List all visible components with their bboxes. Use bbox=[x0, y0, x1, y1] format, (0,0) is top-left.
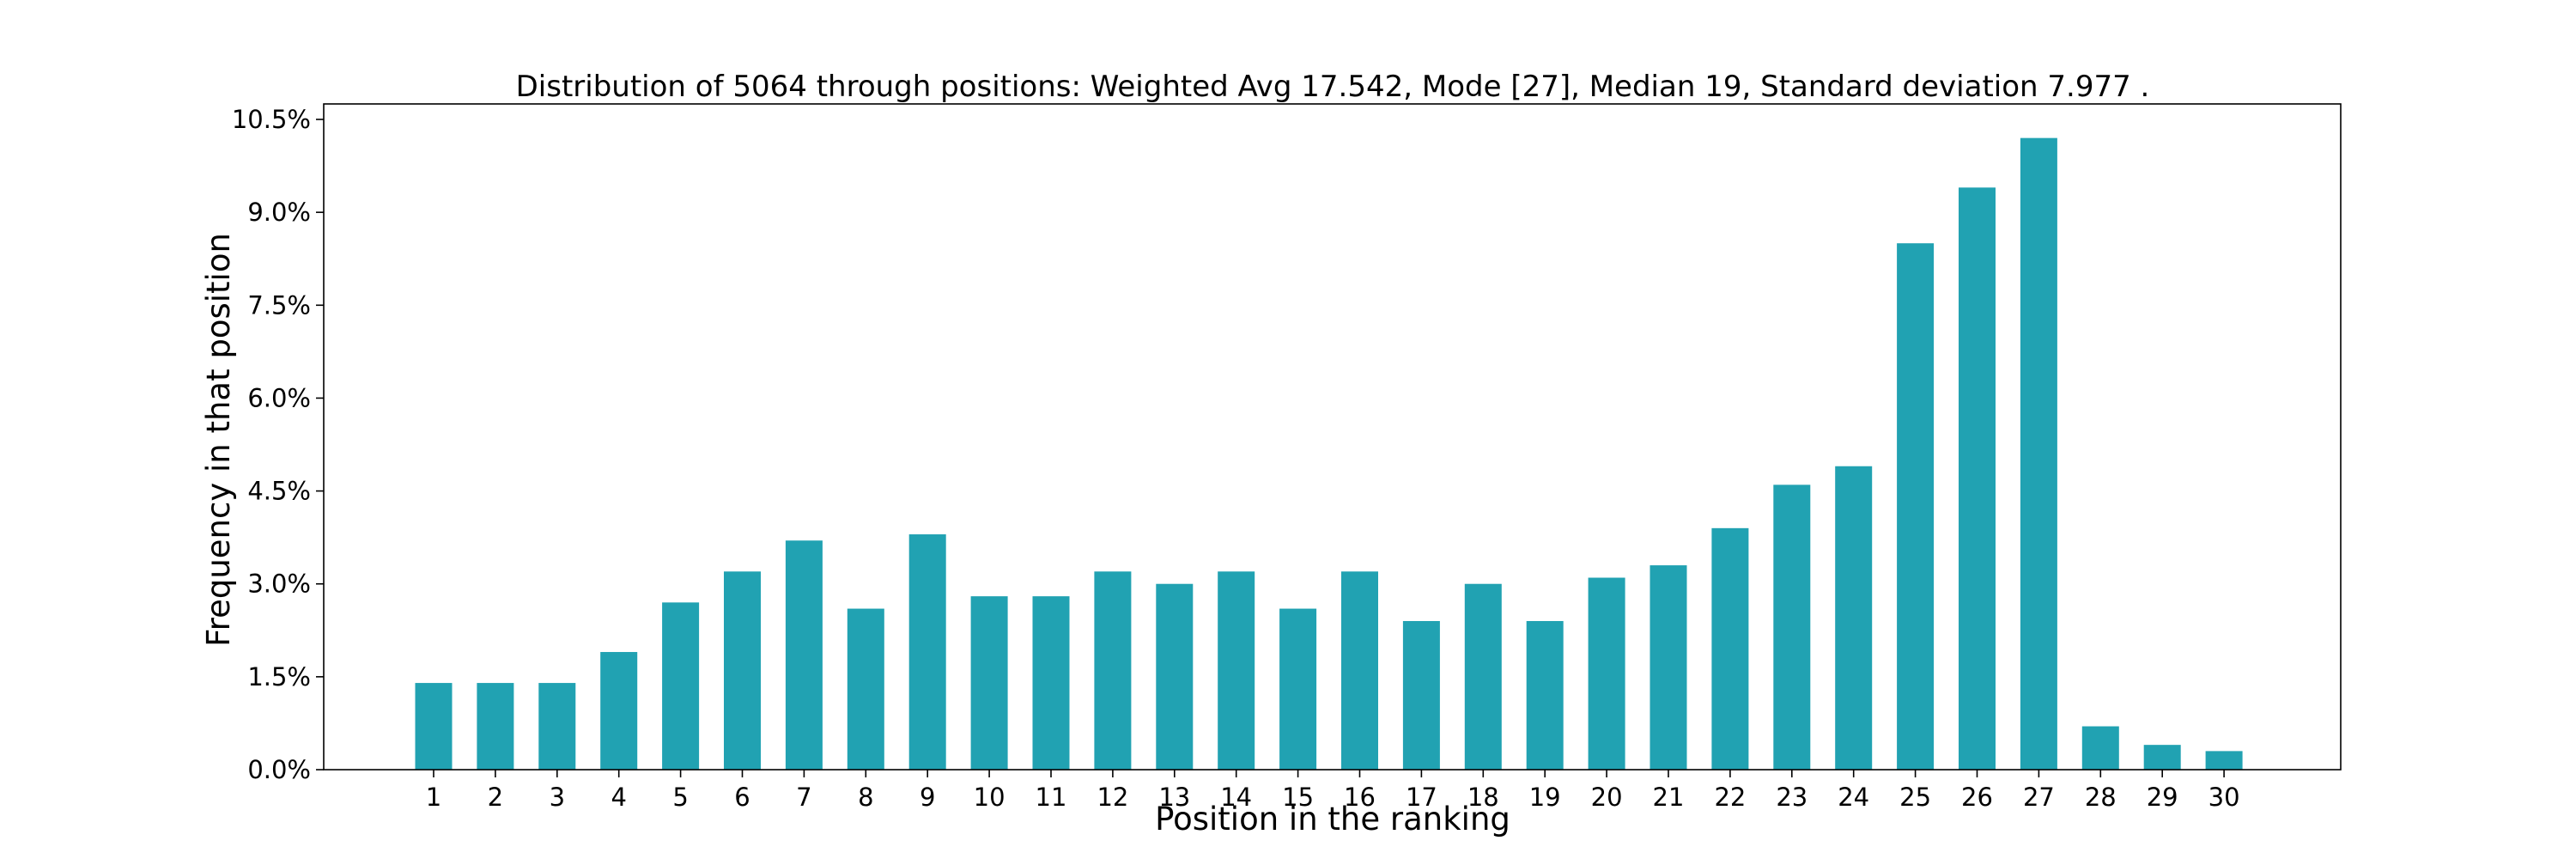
bar-20 bbox=[1588, 577, 1625, 770]
bar-29 bbox=[2143, 745, 2181, 770]
bar-8 bbox=[847, 608, 884, 770]
y-tick-label: 10.5% bbox=[232, 105, 311, 134]
y-tick-label: 1.5% bbox=[247, 662, 311, 691]
x-tick-label: 14 bbox=[1220, 783, 1252, 812]
bar-15 bbox=[1279, 608, 1317, 770]
x-tick-label: 27 bbox=[2023, 783, 2055, 812]
bar-21 bbox=[1649, 565, 1687, 770]
bar-2 bbox=[477, 683, 514, 770]
x-tick-label: 13 bbox=[1158, 783, 1190, 812]
y-axis-label: Frequency in that position bbox=[200, 233, 237, 647]
bar-19 bbox=[1526, 620, 1564, 770]
x-tick-label: 3 bbox=[550, 783, 565, 812]
y-tick-label: 6.0% bbox=[247, 383, 311, 412]
bar-16 bbox=[1341, 571, 1378, 770]
x-tick-label: 20 bbox=[1591, 783, 1623, 812]
bar-5 bbox=[662, 602, 700, 770]
bar-1 bbox=[415, 683, 453, 770]
bar-10 bbox=[970, 596, 1008, 770]
x-tick-label: 28 bbox=[2085, 783, 2117, 812]
y-tick-label: 0.0% bbox=[247, 755, 311, 784]
y-axis-ticks: 0.0% 1.5% 3.0% 4.5% 6.0% 7.5% 9.0% 10.5% bbox=[232, 105, 324, 784]
bar-30 bbox=[2205, 751, 2243, 770]
bar-22 bbox=[1711, 527, 1749, 770]
x-tick-label: 8 bbox=[858, 783, 873, 812]
x-tick-label: 11 bbox=[1036, 783, 1067, 812]
bar-3 bbox=[538, 683, 576, 770]
bar-28 bbox=[2081, 726, 2119, 770]
bars-layer bbox=[415, 137, 2243, 771]
x-tick-label: 30 bbox=[2208, 783, 2240, 812]
x-tick-label: 2 bbox=[488, 783, 503, 812]
x-tick-label: 1 bbox=[426, 783, 441, 812]
bar-23 bbox=[1773, 484, 1811, 770]
x-tick-label: 4 bbox=[611, 783, 626, 812]
bar-12 bbox=[1094, 571, 1132, 770]
bar-25 bbox=[1897, 243, 1935, 770]
bar-24 bbox=[1835, 466, 1873, 770]
bar-26 bbox=[1959, 187, 1996, 771]
bar-17 bbox=[1402, 620, 1440, 770]
y-tick-label: 7.5% bbox=[247, 290, 311, 320]
x-tick-label: 19 bbox=[1529, 783, 1561, 812]
x-axis-label: Position in the ranking bbox=[1155, 801, 1510, 838]
bar-14 bbox=[1218, 571, 1255, 770]
bar-6 bbox=[724, 571, 761, 770]
bar-27 bbox=[2020, 137, 2057, 770]
plot-frame bbox=[323, 103, 2342, 771]
x-tick-label: 16 bbox=[1344, 783, 1376, 812]
x-tick-label: 9 bbox=[920, 783, 935, 812]
x-tick-label: 26 bbox=[1961, 783, 1993, 812]
bar-18 bbox=[1464, 583, 1502, 770]
x-tick-label: 7 bbox=[796, 783, 811, 812]
x-tick-label: 15 bbox=[1282, 783, 1314, 812]
x-tick-label: 25 bbox=[1899, 783, 1931, 812]
y-tick-label: 3.0% bbox=[247, 570, 311, 599]
bar-11 bbox=[1032, 596, 1070, 770]
x-tick-label: 18 bbox=[1467, 783, 1499, 812]
x-tick-label: 17 bbox=[1406, 783, 1437, 812]
y-tick-label: 9.0% bbox=[247, 198, 311, 227]
y-tick-label: 4.5% bbox=[247, 477, 311, 506]
x-tick-label: 12 bbox=[1097, 783, 1128, 812]
bar-9 bbox=[908, 534, 946, 770]
x-tick-label: 6 bbox=[734, 783, 750, 812]
x-tick-label: 29 bbox=[2147, 783, 2178, 812]
x-axis-ticks: 1 2 3 4 5 6 7 8 9 10 11 12 13 14 15 16 17 18 19 20 21 22 23 24 2… bbox=[426, 770, 2240, 812]
x-tick-label: 24 bbox=[1838, 783, 1869, 812]
x-tick-label: 10 bbox=[974, 783, 1005, 812]
x-tick-label: 22 bbox=[1714, 783, 1746, 812]
x-tick-label: 5 bbox=[672, 783, 688, 812]
bar-13 bbox=[1156, 583, 1194, 770]
bar-4 bbox=[600, 652, 638, 770]
chart-title: Distribution of 5064 through positions: … bbox=[516, 70, 2150, 104]
x-tick-label: 23 bbox=[1776, 783, 1807, 812]
x-tick-label: 21 bbox=[1653, 783, 1685, 812]
bar-7 bbox=[785, 540, 823, 770]
